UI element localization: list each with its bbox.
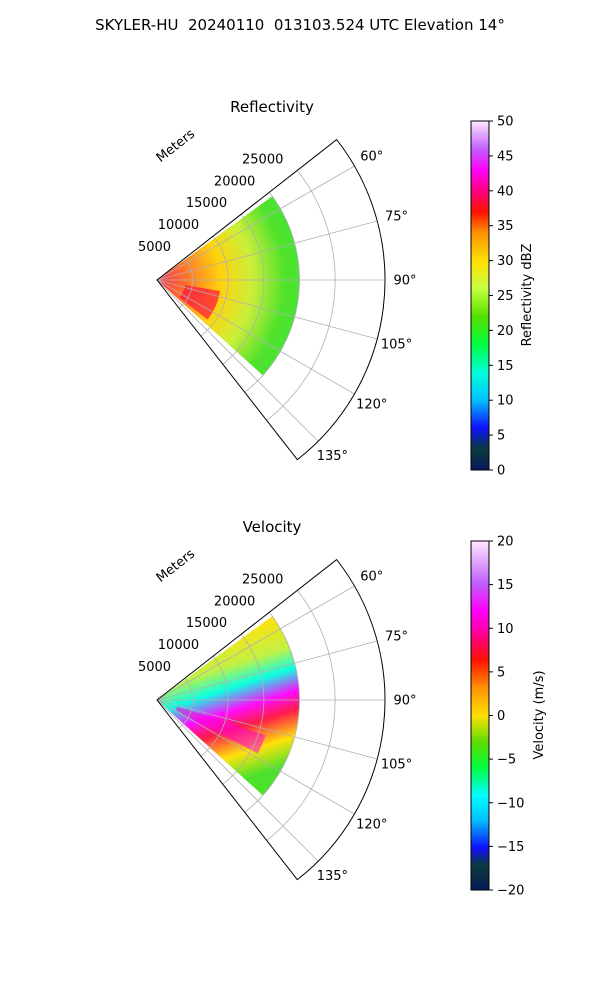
colorbar-tick-label: 20 — [497, 324, 514, 339]
velocity-title: Velocity — [243, 518, 302, 536]
velocity-sector-frame — [156, 558, 386, 881]
colorbar-tick-label: −20 — [497, 884, 524, 899]
velocity-colorbar-ramp — [470, 540, 490, 891]
azimuth-tick-label: 105° — [381, 338, 412, 353]
azimuth-spoke-5 — [156, 699, 319, 862]
colorbar-tick-label: 15 — [497, 578, 514, 593]
colorbar-tick-label: 25 — [497, 289, 514, 304]
range-tick-label: 5000 — [138, 660, 171, 675]
velocity-azimuth-tick-labels: 60° 75° 90° 105° 120° 135° — [317, 570, 417, 884]
colorbar-tick-label: 35 — [497, 219, 514, 234]
range-tick-label: 15000 — [186, 196, 227, 211]
range-tick-label: 25000 — [242, 152, 283, 167]
colorbar-tick-label: 10 — [497, 394, 514, 409]
colorbar-tick-label: −10 — [497, 796, 524, 811]
range-tick-label: 5000 — [138, 240, 171, 255]
colorbar-tick-label: 5 — [497, 429, 505, 444]
reflectivity-colorbar-ticks: 0 5 10 15 20 25 30 35 40 45 50 — [489, 115, 514, 479]
velocity-colorbar-label: Velocity (m/s) — [532, 670, 547, 759]
velocity-inbound-band — [175, 706, 266, 754]
range-tick-label: 10000 — [158, 218, 199, 233]
colorbar-tick-label: 50 — [497, 115, 514, 130]
azimuth-tick-label: 60° — [360, 150, 383, 165]
azimuth-spoke-4 — [156, 699, 355, 815]
azimuth-spoke-1 — [156, 220, 378, 281]
range-tick-label: 20000 — [214, 594, 255, 609]
reflectivity-grid — [156, 165, 385, 442]
range-ring-4 — [266, 170, 336, 421]
range-ring-0 — [178, 257, 194, 309]
azimuth-tick-label: 120° — [356, 818, 387, 833]
range-ring-1 — [200, 235, 229, 337]
azimuth-tick-label: 135° — [317, 449, 348, 464]
azimuth-spoke-5 — [156, 279, 319, 442]
reflectivity-sector-frame — [156, 138, 386, 461]
colorbar-tick-label: −5 — [497, 753, 516, 768]
reflectivity-title: Reflectivity — [230, 98, 314, 116]
range-ring-2 — [222, 633, 265, 785]
azimuth-tick-label: 60° — [360, 570, 383, 585]
reflectivity-colorbar-ramp — [470, 120, 490, 471]
velocity-range-tick-labels: 5000 10000 15000 20000 25000 — [138, 572, 283, 675]
range-tick-label: 20000 — [214, 174, 255, 189]
range-ring-1 — [200, 655, 229, 757]
range-tick-label: 15000 — [186, 616, 227, 631]
range-ring-2 — [222, 213, 265, 365]
figure-title: SKYLER-HU 20240110 013103.524 UTC Elevat… — [95, 16, 505, 34]
velocity-colorbar-ticks: −20 −15 −10 −5 0 5 10 15 20 — [489, 535, 524, 899]
colorbar-tick-label: 40 — [497, 184, 514, 199]
azimuth-spoke-0 — [156, 585, 355, 701]
azimuth-spoke-3 — [156, 699, 378, 760]
azimuth-spoke-1 — [156, 640, 378, 701]
azimuth-tick-label: 135° — [317, 869, 348, 884]
azimuth-tick-label: 90° — [393, 694, 416, 709]
colorbar-tick-label: 10 — [497, 622, 514, 637]
azimuth-tick-label: 75° — [385, 629, 408, 644]
azimuth-spoke-0 — [156, 165, 355, 281]
colorbar-tick-label: 0 — [497, 709, 505, 724]
range-tick-label: 10000 — [158, 638, 199, 653]
velocity-radial-axis-label: Meters — [154, 547, 198, 586]
reflectivity-radial-axis-label: Meters — [154, 127, 198, 166]
azimuth-tick-label: 105° — [381, 758, 412, 773]
reflectivity-plot: Reflectivity 5000 10000 15000 20000 25000 60… — [138, 98, 417, 464]
velocity-colorbar: −20 −15 −10 −5 0 5 10 15 20 Velocity (m/s) — [470, 535, 547, 899]
velocity-grid — [156, 585, 385, 862]
colorbar-tick-label: 15 — [497, 359, 514, 374]
reflectivity-azimuth-tick-labels: 60° 75° 90° 105° 120° 135° — [317, 150, 417, 464]
azimuth-tick-label: 90° — [393, 274, 416, 289]
colorbar-tick-label: 30 — [497, 254, 514, 269]
reflectivity-colorbar: 0 5 10 15 20 25 30 35 40 45 50 Reflectivity dBZ — [470, 115, 535, 479]
azimuth-spoke-4 — [156, 279, 355, 395]
azimuth-spoke-3 — [156, 279, 378, 340]
colorbar-tick-label: 0 — [497, 464, 505, 479]
colorbar-tick-label: 20 — [497, 535, 514, 550]
range-ring-0 — [178, 677, 194, 729]
azimuth-tick-label: 75° — [385, 209, 408, 224]
azimuth-tick-label: 120° — [356, 398, 387, 413]
range-ring-4 — [266, 590, 336, 841]
colorbar-tick-label: 45 — [497, 149, 514, 164]
range-tick-label: 25000 — [242, 572, 283, 587]
range-ring-3 — [244, 612, 300, 813]
range-ring-3 — [244, 192, 300, 393]
colorbar-tick-label: 5 — [497, 665, 505, 680]
reflectivity-colorbar-label: Reflectivity dBZ — [520, 244, 535, 347]
velocity-plot: Velocity 5000 10000 15000 20000 25000 60° 75°… — [138, 518, 417, 884]
reflectivity-range-tick-labels: 5000 10000 15000 20000 25000 — [138, 152, 283, 255]
colorbar-tick-label: −15 — [497, 840, 524, 855]
